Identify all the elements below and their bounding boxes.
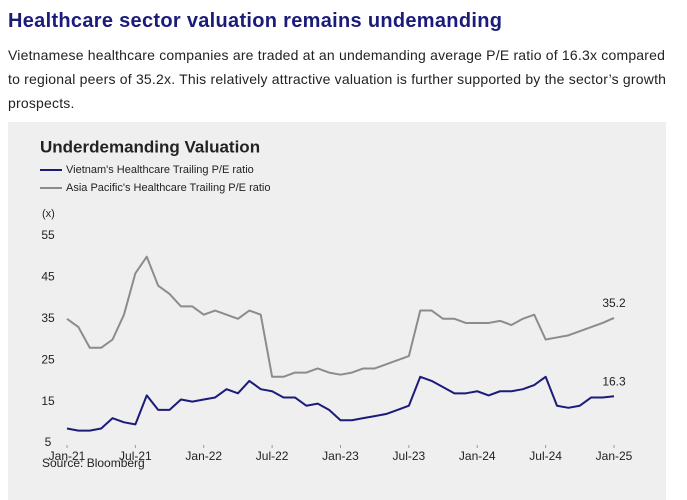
- x-tick-label: Jul-21: [119, 449, 152, 463]
- x-tick-label: Jul-24: [529, 449, 562, 463]
- data-label: 35.2: [602, 296, 626, 310]
- x-tick-label: Jan-23: [322, 449, 359, 463]
- x-tick-label: Jul-22: [256, 449, 289, 463]
- series-line: [66, 255, 615, 378]
- y-tick-label: 35: [41, 311, 55, 325]
- data-label: 16.3: [602, 374, 626, 388]
- y-tick-label: 45: [41, 270, 55, 284]
- heading: Healthcare sector valuation remains unde…: [8, 10, 503, 32]
- y-tick-label: 25: [41, 352, 55, 366]
- x-tick-label: Jan-21: [49, 449, 86, 463]
- x-tick-label: Jul-23: [393, 449, 426, 463]
- x-tick-label: Jan-25: [596, 449, 633, 463]
- chart-title: Underdemanding Valuation: [40, 137, 260, 156]
- x-tick-label: Jan-24: [459, 449, 496, 463]
- x-tick-label: Jan-22: [185, 449, 222, 463]
- chart-panel: [8, 122, 666, 500]
- y-tick-label: 15: [41, 394, 55, 408]
- header: Healthcare sector valuation remains unde…: [8, 10, 678, 115]
- y-axis-label: (x): [42, 208, 55, 220]
- source: Source: Bloomberg: [42, 456, 145, 470]
- y-tick-label: 55: [41, 228, 55, 242]
- paragraph: Vietnamese healthcare companies are trad…: [8, 47, 667, 111]
- series-line: [66, 375, 615, 432]
- y-tick-label: 5: [45, 435, 52, 449]
- legend-label: Vietnam's Healthcare Trailing P/E ratio: [66, 164, 254, 176]
- legend-label: Asia Pacific's Healthcare Trailing P/E r…: [66, 182, 270, 194]
